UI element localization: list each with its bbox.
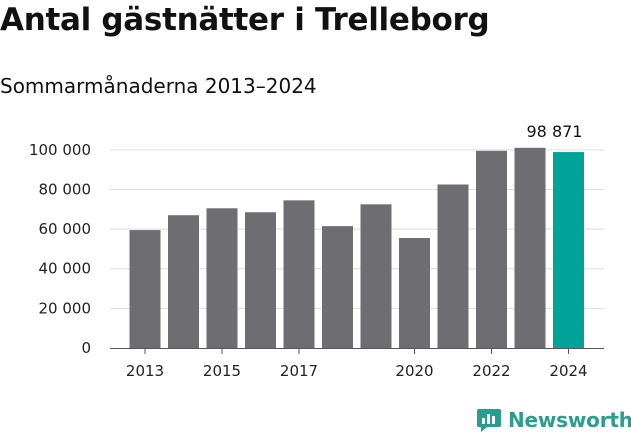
bar bbox=[283, 200, 315, 348]
bar bbox=[514, 147, 546, 348]
brand-name: Newsworthy bbox=[508, 408, 631, 432]
x-tick-label: 2022 bbox=[472, 362, 510, 380]
data-label: 98 871 bbox=[527, 122, 583, 141]
x-tick-label: 2020 bbox=[395, 362, 433, 380]
bar bbox=[168, 215, 199, 348]
y-tick-label: 0 bbox=[81, 339, 91, 357]
bar bbox=[360, 204, 392, 348]
chart-title: Antal gästnätter i Trelleborg bbox=[0, 2, 490, 38]
newsworthy-logo: Newsworthy bbox=[476, 407, 631, 433]
x-tick-label: 2024 bbox=[549, 362, 587, 380]
bar-chart: 0 20 000 40 000 60 000 80 000 100 000 2013 2015… bbox=[29, 122, 604, 380]
bar bbox=[476, 150, 507, 348]
x-tick-label: 2013 bbox=[126, 362, 164, 380]
bar bbox=[245, 212, 276, 348]
x-tick-label: 2015 bbox=[203, 362, 241, 380]
chart-subtitle: Sommarmånaderna 2013–2024 bbox=[0, 74, 317, 98]
bar bbox=[129, 230, 161, 348]
bar bbox=[437, 184, 469, 348]
y-tick-label: 80 000 bbox=[39, 180, 92, 198]
x-tick-label: 2017 bbox=[280, 362, 318, 380]
bar bbox=[322, 226, 353, 348]
y-tick-label: 60 000 bbox=[39, 220, 92, 238]
y-tick-label: 100 000 bbox=[29, 141, 91, 159]
bar-chart-icon bbox=[477, 409, 501, 432]
bar bbox=[399, 238, 430, 348]
y-tick-label: 20 000 bbox=[39, 299, 92, 317]
y-tick-label: 40 000 bbox=[39, 260, 92, 278]
bar bbox=[206, 208, 238, 348]
bar bbox=[553, 152, 584, 348]
